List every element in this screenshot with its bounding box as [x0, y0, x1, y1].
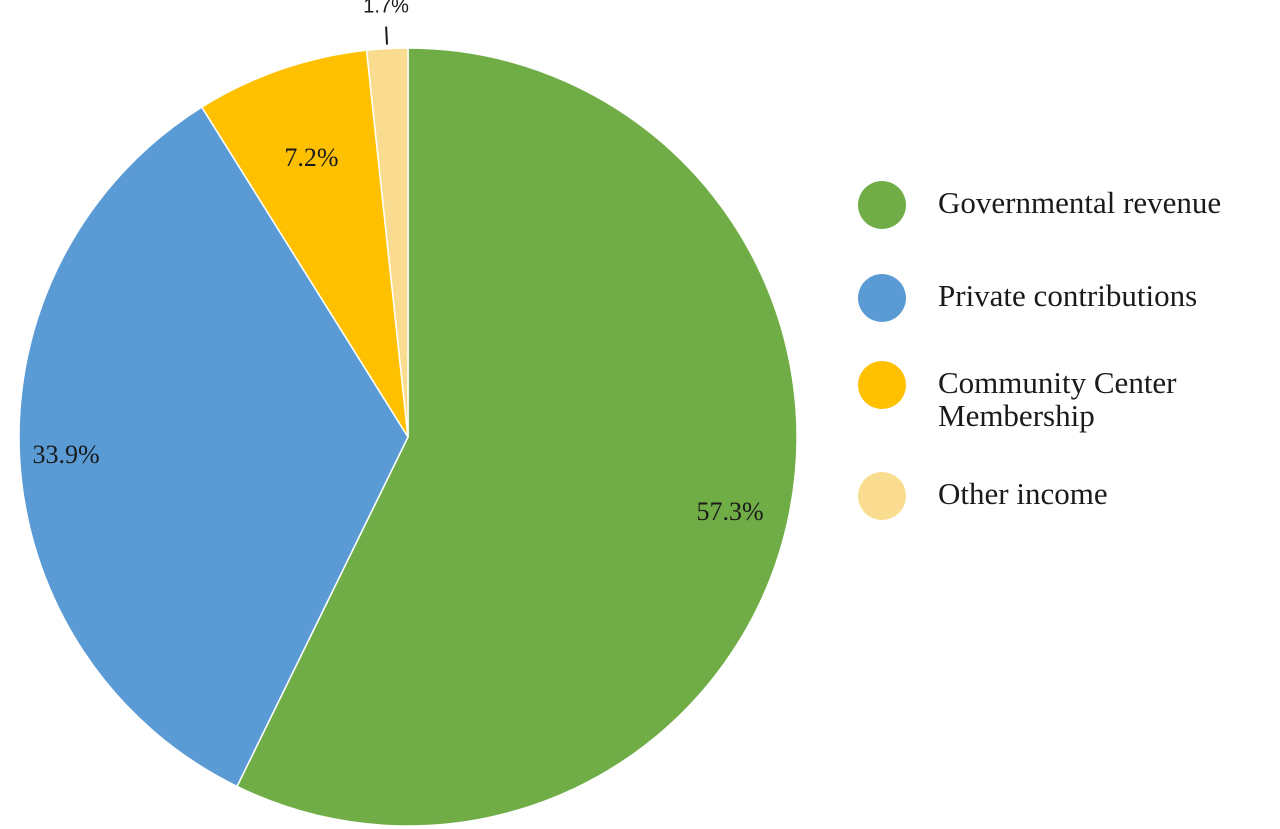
legend-swatch-governmental-revenue [858, 181, 906, 229]
legend-label-community-center-membership: Community Center Membership [938, 365, 1177, 433]
pie-data-labels: 57.3% 33.9% 7.2% 1.7% [33, 0, 764, 526]
data-label-community-center-membership: 7.2% [284, 143, 338, 172]
pie-slice-community-center-membership [200, 49, 409, 438]
legend-label-other-income: Other income [938, 476, 1108, 511]
legend-swatch-other-income [858, 472, 906, 520]
pie-slice-other-income [365, 47, 409, 438]
legend-label-private-contributions: Private contributions [938, 278, 1198, 313]
pie-slice-private-contributions [18, 106, 409, 788]
legend-swatch-private-contributions [858, 274, 906, 322]
pie-slice-governmental-revenue [236, 47, 798, 827]
legend-item-governmental-revenue: Governmental revenue [858, 181, 1278, 229]
legend-label-governmental-revenue: Governmental revenue [938, 185, 1222, 220]
legend-swatch-community-center-membership [858, 361, 906, 409]
data-label-private-contributions: 33.9% [33, 440, 100, 469]
leader-line-other-income [385, 26, 389, 45]
legend-item-other-income: Other income [858, 472, 1278, 520]
pie-slices [18, 47, 798, 827]
data-label-other-income: 1.7% [363, 0, 409, 18]
legend-item-community-center-membership: Community Center Membership [858, 361, 1278, 432]
legend-item-private-contributions: Private contributions [858, 274, 1278, 322]
pie-chart: 57.3% 33.9% 7.2% 1.7% [18, 0, 798, 827]
data-label-governmental-revenue: 57.3% [697, 497, 764, 526]
